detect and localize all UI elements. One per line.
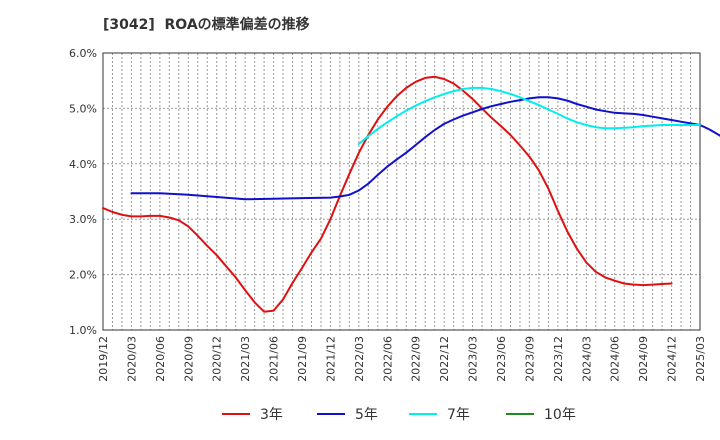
x-tick-label: 2024/09 bbox=[637, 336, 650, 382]
x-tick-label: 2023/06 bbox=[495, 336, 508, 382]
legend-label: 7年 bbox=[447, 407, 470, 423]
x-tick-label: 2024/12 bbox=[666, 336, 679, 382]
plot-area bbox=[103, 53, 700, 330]
y-tick-label: 4.0% bbox=[69, 158, 97, 171]
x-tick-label: 2022/06 bbox=[381, 336, 394, 382]
y-tick-label: 1.0% bbox=[69, 324, 97, 337]
chart-title: [3042] ROAの標準偏差の推移 bbox=[103, 17, 310, 33]
x-tick-label: 2020/09 bbox=[182, 336, 195, 382]
x-tick-label: 2024/03 bbox=[580, 336, 593, 382]
x-tick-label: 2022/03 bbox=[353, 336, 366, 382]
legend-label: 5年 bbox=[355, 407, 378, 423]
x-tick-label: 2020/12 bbox=[211, 336, 224, 382]
series-line bbox=[357, 86, 701, 145]
x-tick-label: 2021/03 bbox=[239, 336, 252, 382]
x-tick-label: 2019/12 bbox=[97, 336, 110, 382]
x-tick-label: 2021/06 bbox=[268, 336, 281, 382]
series-line bbox=[130, 96, 720, 201]
x-tick-label: 2023/09 bbox=[523, 336, 536, 382]
x-tick-label: 2022/12 bbox=[438, 336, 451, 382]
x-tick-label: 2021/12 bbox=[324, 336, 337, 382]
legend-label: 10年 bbox=[544, 407, 576, 423]
plot-border bbox=[102, 52, 701, 331]
x-tick-label: 2020/06 bbox=[154, 336, 167, 382]
x-tick-label: 2024/06 bbox=[609, 336, 622, 382]
y-tick-label: 3.0% bbox=[69, 213, 97, 226]
x-tick-label: 2023/12 bbox=[552, 336, 565, 382]
x-tick-label: 2022/09 bbox=[410, 336, 423, 382]
series-line bbox=[102, 75, 673, 313]
y-tick-label: 2.0% bbox=[69, 269, 97, 282]
y-tick-label: 6.0% bbox=[69, 47, 97, 60]
x-tick-label: 2023/03 bbox=[467, 336, 480, 382]
x-tick-label: 2020/03 bbox=[125, 336, 138, 382]
x-tick-label: 2021/09 bbox=[296, 336, 309, 382]
y-tick-label: 5.0% bbox=[69, 102, 97, 115]
x-tick-label: 2025/03 bbox=[694, 336, 707, 382]
legend-label: 3年 bbox=[260, 407, 283, 423]
